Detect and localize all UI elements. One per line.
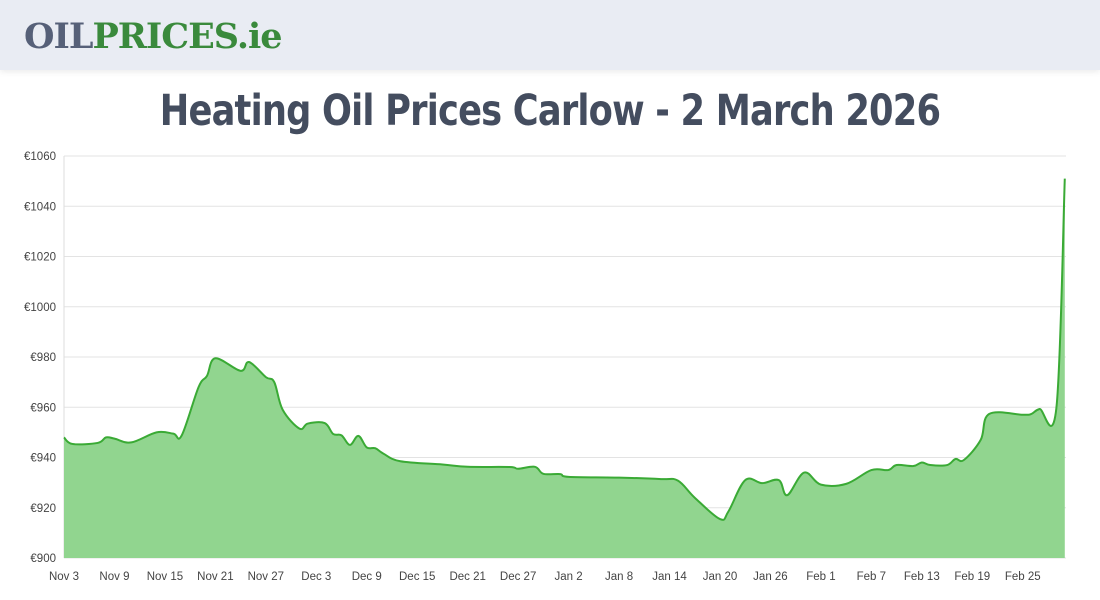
x-tick-label: Feb 7: [857, 571, 886, 583]
x-tick-label: Jan 26: [753, 571, 788, 583]
y-tick-label: €1000: [24, 302, 56, 314]
logo-text-oil: OIL: [24, 16, 93, 57]
price-area: [64, 178, 1065, 559]
site-logo[interactable]: OILPRICES.ie: [24, 16, 283, 57]
y-tick-label: €1040: [24, 201, 56, 213]
x-tick-label: Jan 14: [652, 571, 687, 583]
x-tick-label: Feb 13: [904, 571, 940, 583]
x-tick-label: Nov 9: [99, 571, 129, 583]
y-tick-label: €920: [30, 503, 56, 515]
x-tick-label: Nov 3: [49, 571, 79, 583]
y-tick-label: €1060: [24, 151, 56, 163]
x-tick-label: Dec 3: [301, 571, 331, 583]
x-tick-label: Jan 20: [703, 571, 738, 583]
y-tick-label: €1020: [24, 252, 56, 264]
price-line: [63, 178, 1066, 521]
y-tick-label: €960: [30, 402, 56, 414]
x-tick-label: Feb 19: [954, 571, 990, 583]
x-tick-label: Nov 27: [248, 571, 284, 583]
x-tick-label: Feb 25: [1005, 571, 1041, 583]
x-tick-label: Nov 21: [197, 571, 233, 583]
page-title: Heating Oil Prices Carlow - 2 March 2026: [159, 86, 941, 136]
x-tick-label: Nov 15: [147, 571, 183, 583]
logo-text-prices: PRICES.ie: [92, 16, 282, 57]
y-tick-label: €900: [30, 553, 56, 565]
x-tick-label: Dec 21: [449, 571, 485, 583]
x-tick-label: Dec 27: [500, 571, 536, 583]
x-tick-label: Dec 9: [352, 571, 382, 583]
x-tick-label: Dec 15: [399, 571, 435, 583]
x-tick-label: Feb 1: [806, 571, 835, 583]
site-header: OILPRICES.ie: [0, 0, 1100, 70]
y-tick-label: €980: [30, 352, 56, 364]
x-tick-label: Jan 2: [555, 571, 583, 583]
x-tick-label: Jan 8: [605, 571, 633, 583]
y-tick-label: €940: [30, 453, 56, 465]
